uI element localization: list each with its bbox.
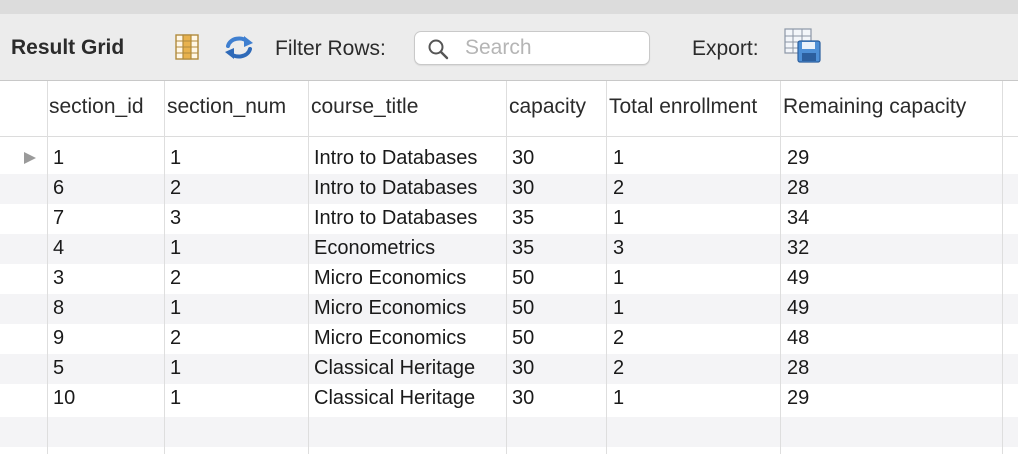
column-header-total-enrollment[interactable]: Total enrollment (609, 95, 758, 118)
column-divider (164, 81, 165, 454)
cell-section-num[interactable]: 1 (170, 387, 182, 409)
cell-capacity[interactable]: 30 (512, 387, 535, 409)
cell-total-enrollment[interactable]: 1 (613, 387, 625, 409)
table-row[interactable]: 5 1 Classical Heritage 30 2 28 (0, 354, 1018, 384)
cell-course-title[interactable]: Econometrics (314, 237, 436, 259)
cell-section-id[interactable]: 10 (53, 387, 76, 409)
cell-section-id[interactable]: 5 (53, 357, 65, 379)
cell-remaining-capacity[interactable]: 34 (787, 207, 810, 229)
cell-course-title[interactable]: Intro to Databases (314, 207, 478, 229)
cell-remaining-capacity[interactable]: 32 (787, 237, 810, 259)
search-input[interactable] (465, 36, 640, 60)
result-grid-toolbar: Result Grid Filter Rows: Export: (0, 14, 1018, 81)
cell-course-title[interactable]: Intro to Databases (314, 147, 478, 169)
cell-section-num[interactable]: 1 (170, 297, 182, 319)
cell-section-id[interactable]: 6 (53, 177, 65, 199)
cell-remaining-capacity[interactable]: 28 (787, 177, 810, 199)
column-header-section-num[interactable]: section_num (167, 95, 287, 118)
column-divider (1002, 81, 1003, 454)
cell-course-title[interactable]: Micro Economics (314, 327, 467, 349)
column-divider (47, 81, 48, 454)
refresh-arrows-icon[interactable] (222, 32, 256, 62)
search-icon (427, 38, 449, 60)
cell-remaining-capacity[interactable]: 29 (787, 147, 810, 169)
column-divider (308, 81, 309, 454)
cell-section-num[interactable]: 1 (170, 357, 182, 379)
column-header-remaining-capacity[interactable]: Remaining capacity (783, 95, 967, 118)
cell-remaining-capacity[interactable]: 28 (787, 357, 810, 379)
empty-new-row[interactable] (0, 417, 1018, 447)
cell-capacity[interactable]: 35 (512, 237, 535, 259)
search-box[interactable] (414, 31, 650, 65)
cell-course-title[interactable]: Micro Economics (314, 267, 467, 289)
column-header-capacity[interactable]: capacity (509, 95, 587, 118)
cell-capacity[interactable]: 50 (512, 297, 535, 319)
cell-section-id[interactable]: 7 (53, 207, 65, 229)
cell-total-enrollment[interactable]: 3 (613, 237, 625, 259)
cell-course-title[interactable]: Classical Heritage (314, 387, 476, 409)
column-divider (606, 81, 607, 454)
window-top-strip (0, 0, 1018, 14)
cell-section-id[interactable]: 4 (53, 237, 65, 259)
cell-section-num[interactable]: 2 (170, 177, 182, 199)
table-row[interactable]: 3 2 Micro Economics 50 1 49 (0, 264, 1018, 294)
cell-remaining-capacity[interactable]: 29 (787, 387, 810, 409)
cell-remaining-capacity[interactable]: 49 (787, 267, 810, 289)
table-row[interactable]: 4 1 Econometrics 35 3 32 (0, 234, 1018, 264)
cell-total-enrollment[interactable]: 2 (613, 357, 625, 379)
cell-total-enrollment[interactable]: 1 (613, 267, 625, 289)
cell-remaining-capacity[interactable]: 49 (787, 297, 810, 319)
cell-course-title[interactable]: Micro Economics (314, 297, 467, 319)
cell-remaining-capacity[interactable]: 48 (787, 327, 810, 349)
cell-section-num[interactable]: 1 (170, 237, 182, 259)
column-header-course-title[interactable]: course_title (311, 95, 419, 118)
table-row[interactable]: 9 2 Micro Economics 50 2 48 (0, 324, 1018, 354)
cell-course-title[interactable]: Classical Heritage (314, 357, 476, 379)
table-row[interactable]: 6 2 Intro to Databases 30 2 28 (0, 174, 1018, 204)
cell-section-num[interactable]: 1 (170, 147, 182, 169)
cell-capacity[interactable]: 30 (512, 357, 535, 379)
table-header-row: section_id section_num course_title capa… (0, 81, 1018, 137)
column-divider (780, 81, 781, 454)
column-header-section-id[interactable]: section_id (49, 95, 144, 118)
cell-capacity[interactable]: 30 (512, 147, 535, 169)
export-grid-disk-icon[interactable] (784, 28, 822, 64)
result-grid-table[interactable]: section_id section_num course_title capa… (0, 81, 1018, 454)
cell-section-id[interactable]: 1 (53, 147, 65, 169)
column-divider (506, 81, 507, 454)
cell-section-id[interactable]: 3 (53, 267, 65, 289)
cell-capacity[interactable]: 30 (512, 177, 535, 199)
table-row[interactable]: 7 3 Intro to Databases 35 1 34 (0, 204, 1018, 234)
cell-capacity[interactable]: 50 (512, 267, 535, 289)
table-row[interactable]: 1 1 Intro to Databases 30 1 29 (0, 144, 1018, 174)
table-row[interactable]: 10 1 Classical Heritage 30 1 29 (0, 384, 1018, 414)
current-row-arrow-icon (22, 150, 38, 166)
cell-total-enrollment[interactable]: 1 (613, 297, 625, 319)
cell-course-title[interactable]: Intro to Databases (314, 177, 478, 199)
export-label: Export: (692, 37, 759, 60)
cell-section-num[interactable]: 2 (170, 267, 182, 289)
cell-capacity[interactable]: 35 (512, 207, 535, 229)
cell-section-id[interactable]: 8 (53, 297, 65, 319)
cell-section-num[interactable]: 2 (170, 327, 182, 349)
cell-total-enrollment[interactable]: 1 (613, 147, 625, 169)
table-row[interactable]: 8 1 Micro Economics 50 1 49 (0, 294, 1018, 324)
cell-capacity[interactable]: 50 (512, 327, 535, 349)
cell-total-enrollment[interactable]: 2 (613, 177, 625, 199)
cell-section-num[interactable]: 3 (170, 207, 182, 229)
cell-total-enrollment[interactable]: 1 (613, 207, 625, 229)
column-grid-icon[interactable] (174, 34, 200, 60)
result-grid-title: Result Grid (11, 36, 125, 59)
cell-total-enrollment[interactable]: 2 (613, 327, 625, 349)
filter-rows-label: Filter Rows: (275, 37, 386, 60)
cell-section-id[interactable]: 9 (53, 327, 65, 349)
